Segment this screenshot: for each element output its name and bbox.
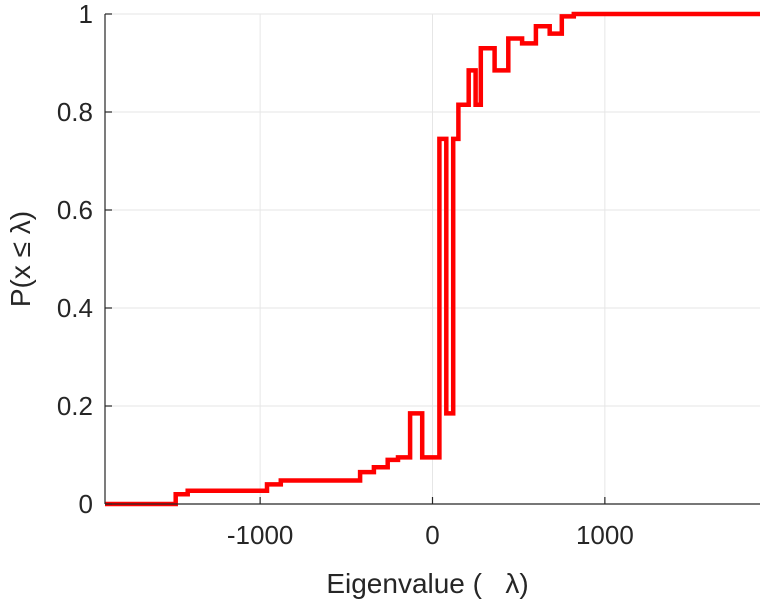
x-tick-label-2: 1000 <box>576 520 634 550</box>
y-tick-label-0: 0 <box>79 489 93 519</box>
y-tick-label-3: 0.6 <box>57 195 93 225</box>
y-tick-label-4: 0.8 <box>57 97 93 127</box>
y-axis-title: P(x ≤ λ) <box>5 211 36 307</box>
labels-layer: -1000 0 1000 0 0.2 0.4 0.6 0.8 1 Eigenvalue ( λ) P… <box>5 0 634 599</box>
axes-layer <box>104 13 760 505</box>
grid-layer <box>105 13 760 505</box>
y-tick-label-2: 0.4 <box>57 293 93 323</box>
y-tick-label-5: 1 <box>79 0 93 29</box>
x-tick-label-1: 0 <box>425 520 439 550</box>
x-axis-title: Eigenvalue ( λ) <box>326 568 528 599</box>
data-layer <box>105 11 760 507</box>
x-tick-label-0: -1000 <box>227 520 294 550</box>
y-tick-label-1: 0.2 <box>57 391 93 421</box>
series-line-0 <box>105 11 760 507</box>
